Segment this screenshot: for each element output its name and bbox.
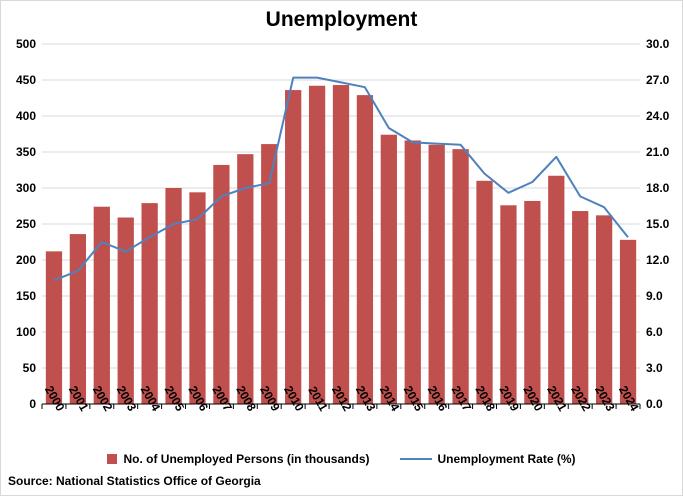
y-left-tick-label: 0 xyxy=(29,397,36,411)
bar xyxy=(428,144,445,405)
y-left-tick-label: 250 xyxy=(16,217,36,231)
bar xyxy=(619,239,637,404)
y-right-tick-label: 15.0 xyxy=(646,217,670,231)
y-left-tick-label: 150 xyxy=(16,289,36,303)
legend: No. of Unemployed Persons (in thousands)… xyxy=(0,452,683,466)
bar xyxy=(356,95,374,405)
bar xyxy=(380,134,397,404)
y-left-tick-label: 300 xyxy=(16,181,36,195)
bar xyxy=(165,188,182,404)
y-right-tick-label: 6.0 xyxy=(646,325,663,339)
bar xyxy=(189,192,206,404)
bar xyxy=(500,205,517,404)
chart-title: Unemployment xyxy=(265,8,418,31)
y-left-tick-label: 500 xyxy=(16,37,36,51)
y-right-tick-label: 30.0 xyxy=(646,37,670,51)
legend-swatch-bar xyxy=(107,454,118,464)
bar xyxy=(524,200,541,404)
bar xyxy=(213,164,230,404)
y-left-tick-label: 450 xyxy=(16,73,36,87)
bar xyxy=(285,90,302,404)
bar xyxy=(308,85,326,404)
bar xyxy=(332,85,350,404)
bar xyxy=(476,180,493,404)
bar xyxy=(141,203,158,404)
y-left-tick-label: 350 xyxy=(16,145,36,159)
legend-item-unemployed-persons: No. of Unemployed Persons (in thousands) xyxy=(107,452,370,466)
bar xyxy=(117,217,134,404)
y-left-tick-label: 200 xyxy=(16,253,36,267)
y-left-tick-label: 50 xyxy=(23,361,37,375)
bar xyxy=(595,215,613,404)
y-left-tick-label: 100 xyxy=(16,325,36,339)
y-right-tick-label: 3.0 xyxy=(646,361,663,375)
y-right-tick-label: 9.0 xyxy=(646,289,663,303)
y-right-tick-label: 18.0 xyxy=(646,181,670,195)
legend-swatch-line xyxy=(399,458,432,460)
bar xyxy=(237,154,254,404)
y-right-tick-label: 27.0 xyxy=(646,73,670,87)
source-note: Source: National Statistics Office of Ge… xyxy=(8,474,261,488)
bar xyxy=(261,144,278,404)
legend-label-unemployment-rate: Unemployment Rate (%) xyxy=(437,452,576,466)
bar xyxy=(45,251,63,404)
bar xyxy=(548,175,565,404)
y-right-tick-label: 21.0 xyxy=(646,145,670,159)
bar xyxy=(404,140,421,405)
y-right-tick-label: 0.0 xyxy=(646,397,663,411)
bar xyxy=(452,149,469,404)
bar xyxy=(93,206,110,404)
bar xyxy=(69,234,87,404)
legend-item-unemployment-rate: Unemployment Rate (%) xyxy=(399,452,576,466)
y-right-tick-label: 24.0 xyxy=(646,109,670,123)
bar xyxy=(572,211,589,404)
y-right-tick-label: 12.0 xyxy=(646,253,670,267)
y-left-tick-label: 400 xyxy=(16,109,36,123)
legend-label-unemployed-persons: No. of Unemployed Persons (in thousands) xyxy=(123,452,370,466)
